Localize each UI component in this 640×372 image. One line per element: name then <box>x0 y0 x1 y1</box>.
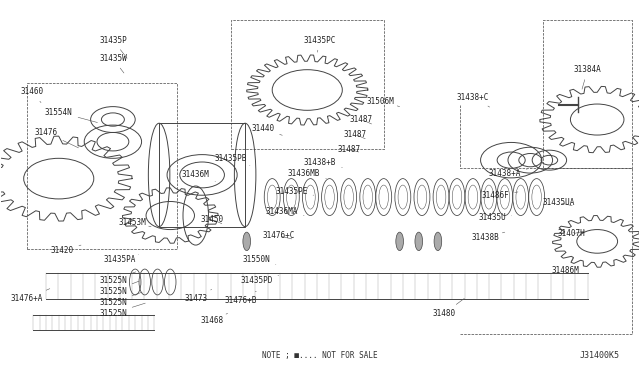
Text: 31468: 31468 <box>200 313 228 325</box>
Text: NOTE ; ■.... NOT FOR SALE: NOTE ; ■.... NOT FOR SALE <box>262 350 378 359</box>
Bar <box>159 123 245 227</box>
Text: 31525N: 31525N <box>99 292 142 307</box>
Text: 31460: 31460 <box>20 87 44 103</box>
Text: 31473: 31473 <box>184 289 212 303</box>
Text: 31435PB: 31435PB <box>214 154 250 166</box>
Text: 31476+B: 31476+B <box>224 291 257 305</box>
Text: 31420: 31420 <box>51 245 81 255</box>
Ellipse shape <box>396 232 403 251</box>
Text: 31435PA: 31435PA <box>103 254 138 264</box>
Text: 31506M: 31506M <box>367 97 399 107</box>
Text: 31486F: 31486F <box>481 191 518 200</box>
Text: 31436MB: 31436MB <box>288 169 326 179</box>
Text: 31525N: 31525N <box>99 281 139 296</box>
Ellipse shape <box>434 232 442 251</box>
Text: 31435U: 31435U <box>478 213 511 222</box>
Text: 31384A: 31384A <box>573 65 602 89</box>
Text: 31438B: 31438B <box>472 232 505 242</box>
Text: 31476+C: 31476+C <box>262 231 295 240</box>
Text: 31486M: 31486M <box>552 259 579 275</box>
Text: 31435P: 31435P <box>99 36 127 58</box>
Text: 31487: 31487 <box>344 130 367 139</box>
Text: 31438+A: 31438+A <box>488 169 527 177</box>
Text: 31436M: 31436M <box>182 170 216 182</box>
Text: 31453M: 31453M <box>118 218 151 227</box>
Text: 31450: 31450 <box>200 215 223 224</box>
Text: 31550N: 31550N <box>243 255 276 265</box>
Ellipse shape <box>415 232 422 251</box>
Ellipse shape <box>243 232 250 251</box>
Text: 31554N: 31554N <box>45 108 97 122</box>
Text: 31436MA: 31436MA <box>266 207 304 217</box>
Text: 31487: 31487 <box>350 115 373 124</box>
Text: 31525N: 31525N <box>99 272 136 285</box>
Text: 31435UA: 31435UA <box>543 198 575 207</box>
Text: 31407H: 31407H <box>558 230 586 238</box>
Text: 31440: 31440 <box>251 124 282 135</box>
Text: 31435PD: 31435PD <box>240 275 278 285</box>
Text: 31476+A: 31476+A <box>11 289 50 303</box>
Text: 31435PE: 31435PE <box>275 187 314 196</box>
Text: J31400K5: J31400K5 <box>579 350 620 359</box>
Text: 31438+C: 31438+C <box>457 93 490 107</box>
Text: 31487: 31487 <box>337 145 360 154</box>
Text: 31435PC: 31435PC <box>304 36 336 52</box>
Text: 31476: 31476 <box>35 128 79 148</box>
Text: 31480: 31480 <box>433 298 465 318</box>
Text: 31525N: 31525N <box>99 303 145 318</box>
Text: 31438+B: 31438+B <box>304 157 342 167</box>
Text: 31435W: 31435W <box>99 54 127 73</box>
